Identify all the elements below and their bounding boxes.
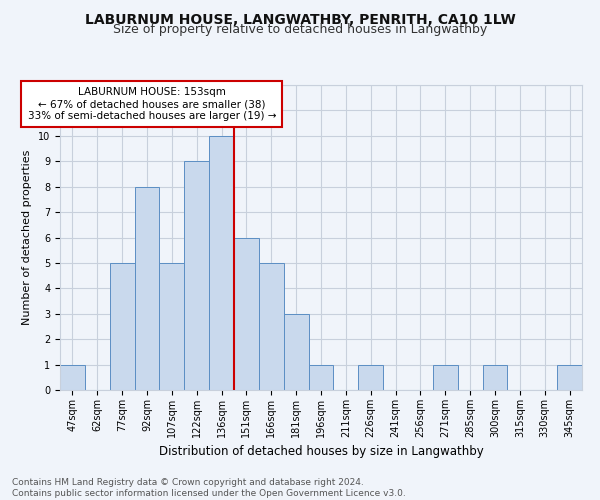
Text: Size of property relative to detached houses in Langwathby: Size of property relative to detached ho… (113, 22, 487, 36)
Bar (433, 364, 458, 390)
Text: LABURNUM HOUSE: 153sqm
← 67% of detached houses are smaller (38)
33% of semi-det: LABURNUM HOUSE: 153sqm ← 67% of detached… (28, 88, 276, 120)
Bar (284, 314, 308, 390)
Bar (234, 238, 259, 390)
Text: Contains HM Land Registry data © Crown copyright and database right 2024.
Contai: Contains HM Land Registry data © Crown c… (12, 478, 406, 498)
Bar (184, 162, 209, 390)
Bar (60, 364, 85, 390)
Y-axis label: Number of detached properties: Number of detached properties (22, 150, 32, 325)
Bar (259, 263, 284, 390)
Bar (557, 364, 582, 390)
Bar (209, 136, 234, 390)
Bar (160, 263, 184, 390)
Text: LABURNUM HOUSE, LANGWATHBY, PENRITH, CA10 1LW: LABURNUM HOUSE, LANGWATHBY, PENRITH, CA1… (85, 12, 515, 26)
Bar (110, 263, 134, 390)
Bar (358, 364, 383, 390)
X-axis label: Distribution of detached houses by size in Langwathby: Distribution of detached houses by size … (158, 446, 484, 458)
Bar (482, 364, 508, 390)
Bar (308, 364, 334, 390)
Bar (134, 186, 160, 390)
